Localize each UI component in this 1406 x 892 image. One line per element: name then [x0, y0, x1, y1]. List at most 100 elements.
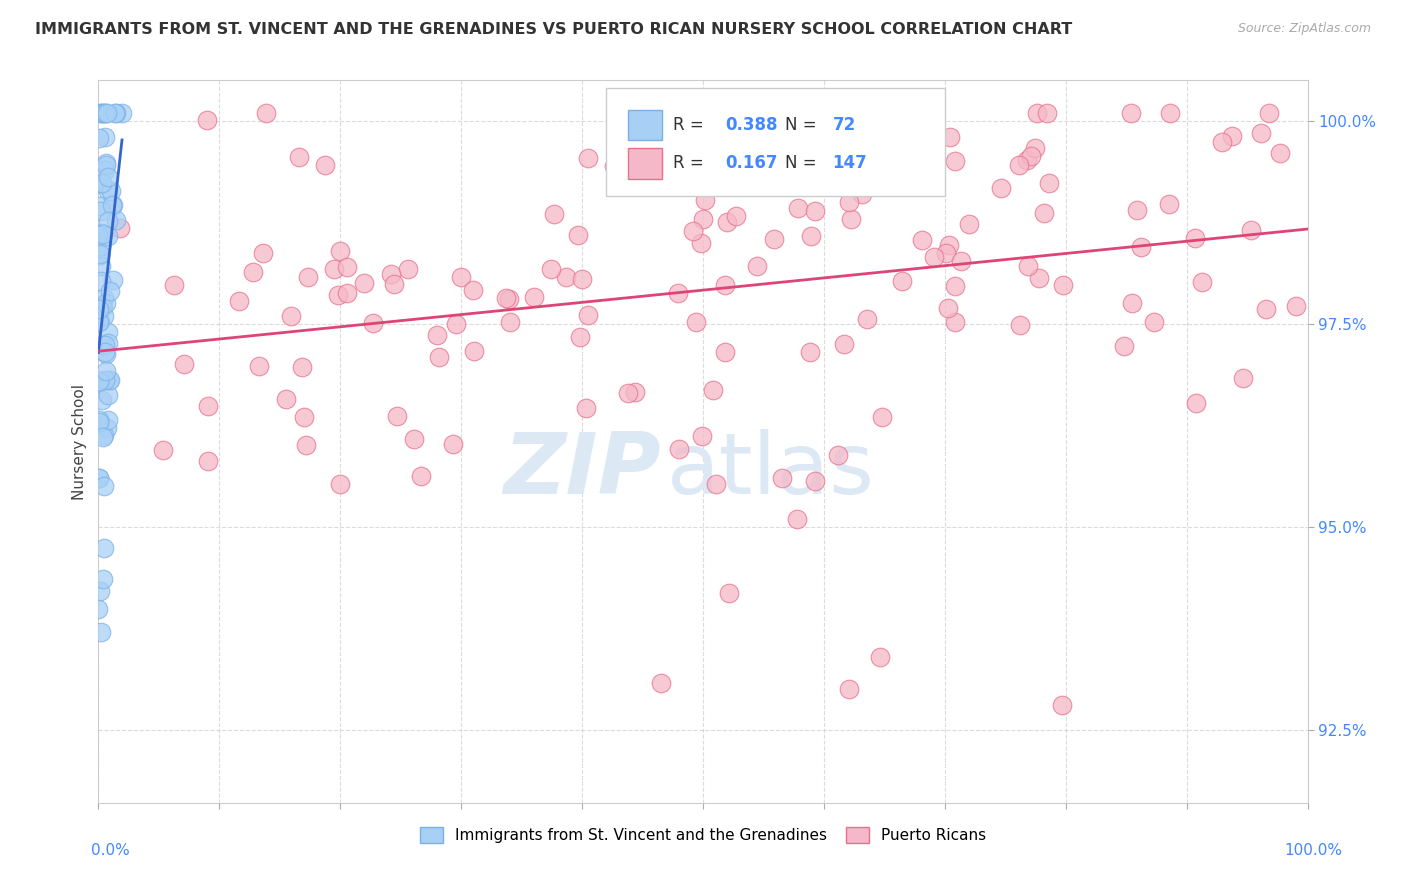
Point [855, 312, 877, 326]
Point [1017, 259, 1039, 273]
Point [382, 277, 405, 291]
Point [692, 212, 714, 227]
Text: 0.167: 0.167 [724, 154, 778, 172]
Point [1285, 299, 1308, 313]
Bar [628, 110, 662, 140]
Point [668, 442, 690, 456]
Point [353, 276, 375, 290]
Point [380, 268, 402, 282]
Point [101, 197, 124, 211]
Point [714, 344, 737, 359]
Point [890, 161, 912, 176]
Point [294, 438, 316, 452]
Point [543, 207, 565, 221]
Point [911, 233, 934, 247]
Point [91, 392, 114, 407]
Point [890, 274, 912, 288]
Point [1256, 301, 1278, 316]
Point [96, 421, 118, 435]
Point [682, 224, 704, 238]
Point [1250, 126, 1272, 140]
Point [87, 412, 110, 426]
Point [943, 278, 966, 293]
Legend: Immigrants from St. Vincent and the Grenadines, Puerto Ricans: Immigrants from St. Vincent and the Gren… [413, 822, 993, 849]
Point [730, 161, 752, 175]
Point [94, 338, 117, 352]
Point [87, 471, 110, 485]
Point [94, 156, 117, 170]
Point [94, 345, 117, 359]
Point [329, 244, 352, 259]
Point [91, 227, 114, 242]
Text: 0.388: 0.388 [724, 116, 778, 134]
Point [804, 475, 827, 489]
Point [96, 105, 118, 120]
Point [247, 359, 270, 373]
Point [97, 228, 120, 243]
Point [297, 270, 319, 285]
Point [97, 336, 120, 351]
Point [104, 213, 127, 227]
Point [702, 384, 724, 398]
Point [1159, 197, 1181, 211]
Point [287, 150, 309, 164]
Point [97, 214, 120, 228]
Point [838, 681, 860, 696]
Point [93, 105, 115, 120]
Point [336, 260, 359, 275]
Point [1258, 105, 1281, 120]
Point [89, 313, 111, 327]
Point [762, 232, 785, 246]
Point [936, 301, 959, 315]
Point [94, 163, 117, 178]
Point [463, 344, 485, 359]
Point [90, 625, 112, 640]
Point [1220, 129, 1243, 144]
Point [292, 410, 315, 425]
Point [111, 105, 134, 120]
Point [461, 283, 484, 297]
Point [716, 215, 738, 229]
Point [91, 338, 114, 352]
Point [787, 201, 810, 215]
Point [90, 239, 112, 253]
Point [1232, 371, 1254, 385]
Point [851, 187, 873, 202]
Point [1119, 105, 1142, 120]
Point [1050, 698, 1073, 713]
Point [444, 317, 467, 331]
Point [690, 235, 713, 250]
Point [108, 221, 131, 235]
Point [450, 270, 472, 285]
Point [93, 129, 115, 144]
Point [1035, 105, 1057, 120]
Point [97, 169, 120, 184]
Point [104, 105, 127, 120]
Point [97, 184, 120, 198]
Point [540, 262, 562, 277]
Point [90, 259, 112, 273]
Point [1019, 148, 1042, 162]
Point [800, 229, 823, 244]
Point [97, 387, 120, 401]
Point [1126, 203, 1149, 218]
Point [90, 204, 112, 219]
Point [918, 126, 941, 140]
Point [949, 254, 972, 268]
Point [832, 337, 855, 351]
Point [409, 469, 432, 483]
Text: atlas: atlas [666, 429, 875, 512]
Point [93, 309, 115, 323]
Point [91, 573, 114, 587]
Point [152, 443, 174, 458]
Point [735, 121, 758, 136]
Point [839, 211, 862, 226]
Point [1033, 205, 1056, 219]
Text: R =: R = [672, 154, 709, 172]
Point [274, 392, 297, 407]
Point [90, 275, 112, 289]
Point [87, 374, 110, 388]
Point [89, 105, 111, 120]
Point [163, 277, 186, 292]
Point [97, 412, 120, 426]
